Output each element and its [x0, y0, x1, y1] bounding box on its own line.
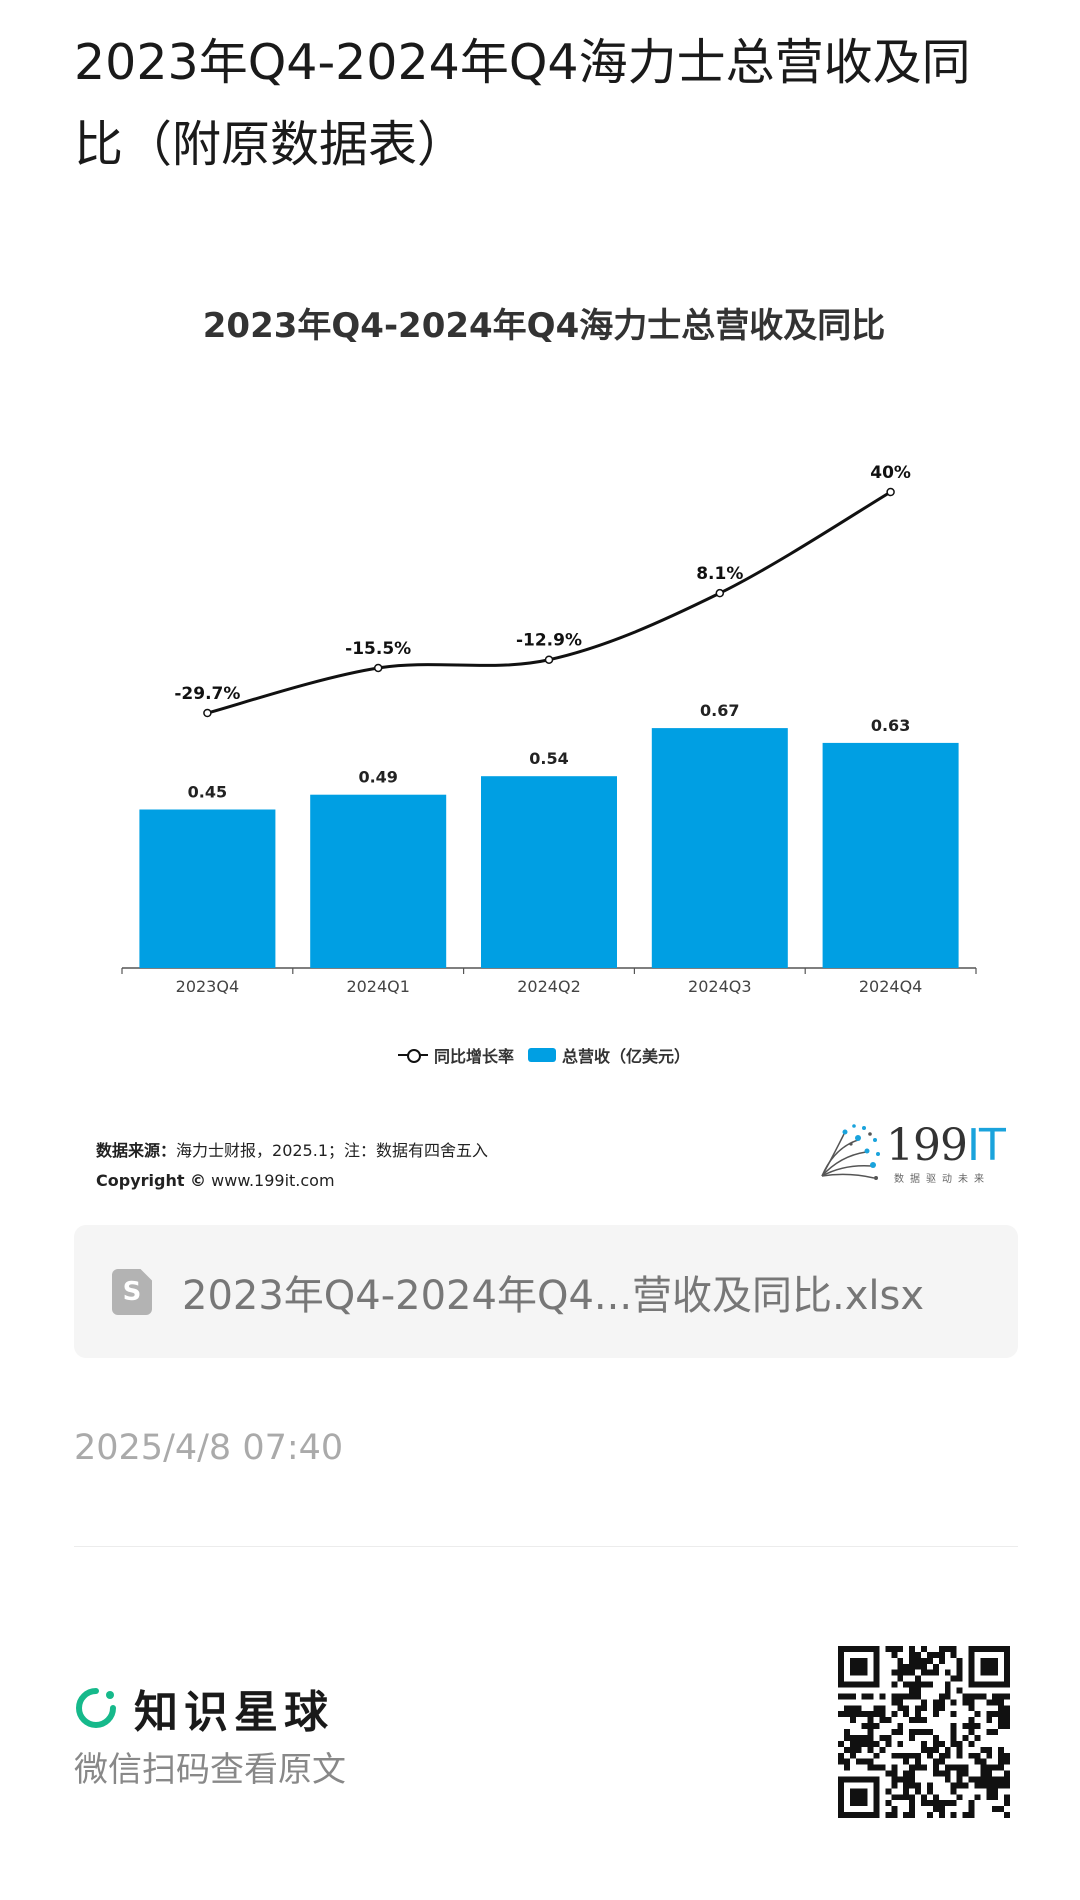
growth-point-2024Q1: [373, 663, 383, 673]
x-tick-label: 2024Q1: [346, 977, 410, 996]
scan-hint: 微信扫码查看原文: [74, 1750, 346, 1790]
x-tick-label: 2024Q3: [688, 977, 752, 996]
copyright-label: Copyright ©: [96, 1171, 207, 1190]
growth-value-label: -12.9%: [516, 631, 582, 651]
bar-value-label: 0.45: [188, 783, 227, 802]
source-note: 数据来源：海力士财报，2025.1；注：数据有四舍五入 Copyright © …: [96, 1136, 488, 1196]
copyright-url: www.199it.com: [211, 1171, 335, 1190]
growth-line: [207, 490, 892, 715]
growth-value-label: -29.7%: [174, 684, 240, 704]
bar-2024Q4: [822, 742, 959, 968]
growth-value-label: -15.5%: [345, 639, 411, 659]
zsxq-logo-icon: [76, 1688, 116, 1728]
growth-point-2024Q4: [886, 487, 895, 497]
logo-wordmark: 199IT: [886, 1120, 1006, 1171]
logo-tagline: 数据驱动未来: [894, 1174, 990, 1185]
legend-label-growth: 同比增长率: [433, 1047, 514, 1066]
qr-code-icon[interactable]: [838, 1646, 1010, 1818]
x-tick-label: 2024Q4: [859, 977, 923, 996]
x-tick-label: 2024Q2: [517, 977, 581, 996]
bar-value-label: 0.49: [358, 768, 397, 787]
x-tick-label: 2023Q4: [176, 977, 240, 996]
zsxq-brand: 知识星球: [74, 1676, 334, 1740]
growth-point-2024Q2: [544, 655, 554, 664]
spreadsheet-file-icon: S: [112, 1268, 152, 1315]
growth-point-2023Q4: [203, 708, 212, 718]
legend-item-revenue: 总营收（亿美元）: [528, 1043, 690, 1067]
attachment-file-name: 2023年Q4-2024年Q4...营收及同比.xlsx: [182, 1272, 925, 1319]
bar-value-label: 0.67: [700, 701, 739, 720]
chart-title: 2023年Q4-2024年Q4海力士总营收及同比: [202, 306, 886, 346]
legend-label-revenue: 总营收（亿美元）: [562, 1047, 691, 1066]
page-title: 2023年Q4-2024年Q4海力士总营收及同比（附原数据表）: [74, 34, 971, 173]
post-timestamp: 2025/4/8 07:40: [74, 1428, 344, 1468]
growth-point-2024Q3: [715, 588, 725, 598]
chart-card: 0.45 2023Q4 0.49 2024Q1 0.54 2024Q2 0.67 2024Q3…: [74, 260, 1014, 1200]
combo-chart: 0.45 2023Q4 0.49 2024Q1 0.54 2024Q2 0.67 2024Q3…: [121, 463, 977, 996]
bar-swatch-icon: [528, 1048, 556, 1062]
bar-2024Q1: [310, 794, 447, 968]
source-label: 数据来源：: [96, 1141, 177, 1160]
line-marker-icon: [397, 1049, 428, 1063]
brand-name: 知识星球: [134, 1687, 334, 1738]
attachment-file-card[interactable]: S 2023年Q4-2024年Q4...营收及同比.xlsx: [74, 1225, 1018, 1358]
dandelion-logo-icon: [821, 1124, 880, 1180]
chart-legend: 同比增长率 总营收（亿美元）: [74, 1043, 1014, 1067]
legend-item-growth: 同比增长率: [397, 1043, 514, 1067]
bar-value-label: 0.63: [871, 716, 910, 735]
source-text: 海力士财报，2025.1；注：数据有四舍五入: [176, 1141, 489, 1160]
bar-2023Q4: [139, 809, 276, 968]
growth-value-label: 8.1%: [696, 564, 743, 584]
bar-2024Q3: [651, 728, 788, 968]
growth-value-label: 40%: [870, 463, 911, 483]
bar-value-label: 0.54: [529, 749, 568, 768]
199it-logo: 199IT 数据驱动未来: [814, 1118, 1014, 1188]
bar-2024Q2: [481, 776, 617, 968]
divider: [74, 1546, 1018, 1547]
